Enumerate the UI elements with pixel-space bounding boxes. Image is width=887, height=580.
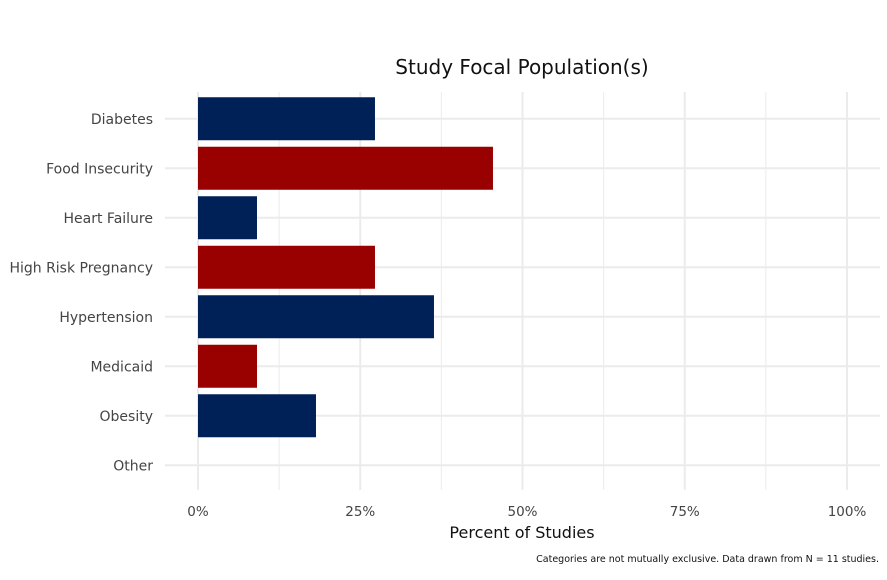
x-axis-label: Percent of Studies [449,523,594,542]
y-tick-label: Medicaid [90,359,153,375]
x-tick-label: 75% [670,504,700,520]
x-tick-label: 25% [345,504,375,520]
y-tick-label: Hypertension [59,310,153,326]
y-tick-label: Other [113,458,153,474]
x-tick-label: 50% [507,504,537,520]
bar-hypertension [198,295,434,339]
x-tick-label: 0% [187,504,209,520]
bar-diabetes [198,97,375,141]
bar-high-risk-pregnancy [198,245,375,289]
x-tick-label: 100% [828,504,867,520]
chart-title: Study Focal Population(s) [395,55,648,79]
y-tick-label: High Risk Pregnancy [9,260,153,276]
caption: Categories are not mutually exclusive. D… [536,554,879,565]
y-tick-label: Obesity [100,409,153,425]
y-tick-label: Diabetes [91,112,153,128]
bar-medicaid [198,344,257,388]
y-tick-label: Heart Failure [64,211,153,227]
bar-food-insecurity [198,146,493,190]
y-tick-label: Food Insecurity [46,161,153,177]
bar-heart-failure [198,196,257,240]
bar-obesity [198,394,316,438]
